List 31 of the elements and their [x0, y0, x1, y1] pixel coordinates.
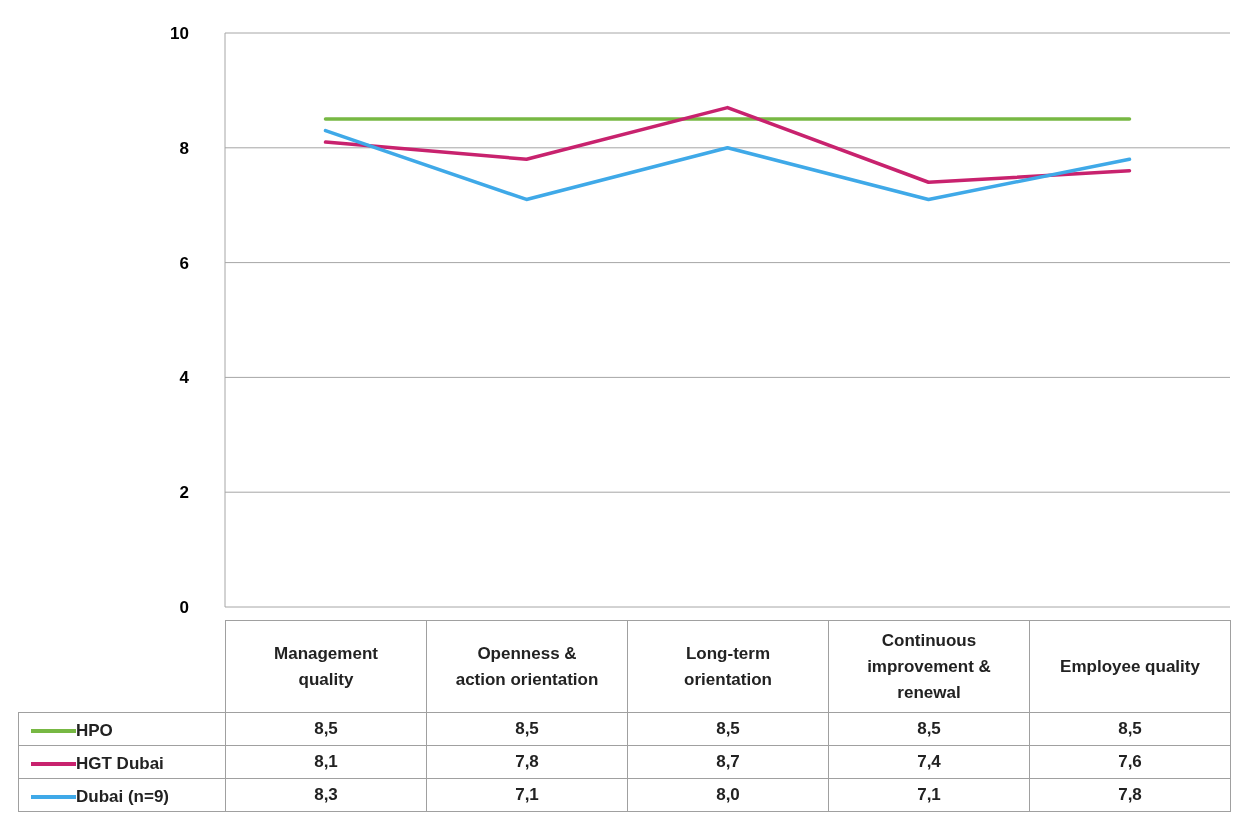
data-label: 7,1: [426, 778, 628, 812]
x-tick-label: Openness & action orientation: [426, 620, 628, 713]
legend-label: HPO: [76, 720, 113, 741]
x-tick-label: Continuous improvement & renewal: [828, 620, 1030, 713]
line-series: [323, 128, 1132, 202]
y-tick-label: 4: [179, 368, 190, 388]
x-tick-label: Long-term orientation: [627, 620, 829, 713]
data-label: 8,5: [627, 712, 829, 746]
y-tick-label: 2: [179, 483, 189, 503]
data-label: 8,7: [627, 745, 829, 779]
data-label: 7,8: [426, 745, 628, 779]
data-label: 8,5: [225, 712, 427, 746]
y-tick-label: 10: [170, 24, 189, 44]
data-label: 7,4: [828, 745, 1030, 779]
legend-label: Dubai (n=9): [76, 786, 170, 807]
data-label: 8,5: [828, 712, 1030, 746]
y-tick-label: 0: [179, 598, 189, 618]
y-tick-label: 6: [179, 253, 189, 273]
x-tick-label: Management quality: [225, 620, 427, 713]
legend-label: HGT Dubai: [76, 753, 164, 774]
data-label: 8,0: [627, 778, 829, 812]
data-label: 8,3: [225, 778, 427, 812]
data-label: 7,1: [828, 778, 1030, 812]
y-tick-label: 8: [179, 138, 189, 158]
data-label: 7,6: [1029, 745, 1231, 779]
data-label: 8,1: [225, 745, 427, 779]
data-label: 7,8: [1029, 778, 1231, 812]
data-label: 8,5: [1029, 712, 1231, 746]
line-series: [323, 105, 1132, 184]
data-label: 8,5: [426, 712, 628, 746]
x-tick-label: Employee quality: [1029, 620, 1231, 713]
